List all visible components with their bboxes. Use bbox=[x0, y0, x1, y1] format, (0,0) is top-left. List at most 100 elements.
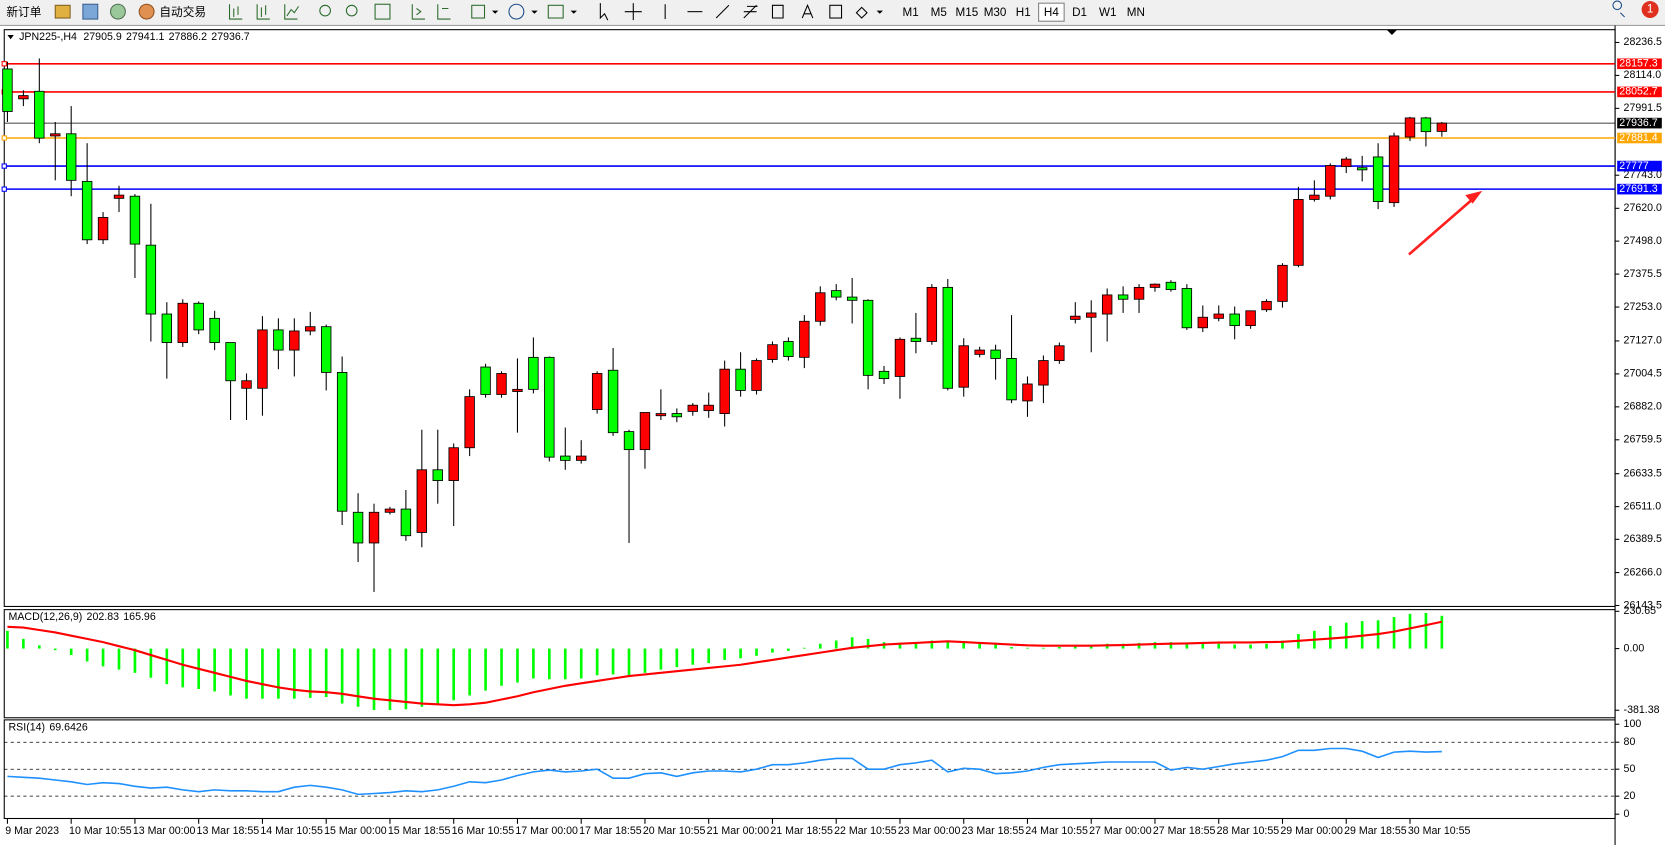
candle-body bbox=[336, 371, 348, 512]
text-icon[interactable] bbox=[801, 3, 814, 19]
x-tick-label: 21 Mar 18:55 bbox=[770, 825, 833, 837]
period-icon[interactable] bbox=[508, 3, 525, 20]
y-tick-label: 27253.0 bbox=[1624, 301, 1662, 313]
candle-body bbox=[1404, 117, 1416, 138]
indicators-icon[interactable] bbox=[471, 4, 486, 19]
candle-body bbox=[1197, 316, 1209, 329]
timeframe-button[interactable]: H1 bbox=[1016, 6, 1031, 19]
y-tick-label: 27991.5 bbox=[1624, 102, 1662, 114]
chart-layer: 28236.5 28114.0 27991.5 27743.0 27620.0 27498… bbox=[1, 36, 1662, 837]
rsi-line bbox=[7, 747, 1442, 796]
crosshair-icon[interactable] bbox=[624, 3, 642, 21]
auto-trade-button[interactable]: 自动交易 bbox=[159, 5, 206, 19]
shift-marker bbox=[1386, 29, 1398, 35]
x-tick-label: 9 Mar 2023 bbox=[5, 825, 59, 837]
x-tick-label: 29 Mar 18:55 bbox=[1344, 825, 1407, 837]
annotation-arrow bbox=[1408, 196, 1476, 256]
candle-body bbox=[177, 302, 188, 343]
y-tick-label: 26882.0 bbox=[1624, 401, 1662, 413]
trendline-icon[interactable] bbox=[715, 4, 730, 19]
candle-body bbox=[639, 412, 651, 451]
candle-body bbox=[1420, 117, 1432, 133]
timeframe-button[interactable]: H4 bbox=[1044, 6, 1059, 19]
shift-icon[interactable] bbox=[437, 4, 451, 20]
timeframe-button[interactable]: M30 bbox=[984, 6, 1007, 19]
candle-body bbox=[1309, 194, 1320, 200]
macd-signal-value: 165.96 bbox=[123, 611, 156, 623]
price-level-label-bg bbox=[1617, 183, 1662, 195]
header-triangle bbox=[7, 34, 14, 40]
candle-body bbox=[1293, 199, 1304, 266]
candle-body bbox=[18, 95, 29, 100]
y-tick-label: 50 bbox=[1624, 763, 1636, 775]
bar-chart-icon[interactable] bbox=[228, 4, 243, 20]
timeframe-button[interactable]: D1 bbox=[1072, 6, 1087, 19]
price-level-marker bbox=[1, 135, 7, 141]
candle-body bbox=[958, 345, 969, 388]
notification-badge[interactable] bbox=[1641, 1, 1659, 19]
candle-body bbox=[1341, 158, 1352, 168]
candle-body bbox=[926, 286, 938, 342]
timeframe-button[interactable]: M15 bbox=[956, 6, 979, 19]
x-tick-label: 27 Mar 18:55 bbox=[1153, 825, 1216, 837]
timeframe-button[interactable]: W1 bbox=[1099, 6, 1117, 19]
candle-body bbox=[1245, 310, 1256, 327]
search-icon[interactable] bbox=[1612, 0, 1625, 18]
zoom-in-icon[interactable] bbox=[319, 4, 331, 17]
icon[interactable] bbox=[54, 4, 71, 19]
line-icon[interactable] bbox=[284, 4, 300, 20]
candle-body bbox=[1149, 283, 1161, 288]
candle-body bbox=[767, 344, 778, 360]
candle-body bbox=[400, 508, 412, 537]
x-tick-label: 13 Mar 00:00 bbox=[133, 825, 196, 837]
x-tick-label: 22 Mar 10:55 bbox=[834, 825, 897, 837]
candle-body bbox=[273, 329, 284, 351]
scroll-icon[interactable] bbox=[411, 4, 426, 20]
timeframe-button[interactable]: M1 bbox=[902, 6, 918, 19]
x-tick-label: 24 Mar 10:55 bbox=[1025, 825, 1088, 837]
price-level-label-bg bbox=[1617, 86, 1662, 98]
candle-body bbox=[1070, 315, 1081, 320]
y-tick-label: 27743.0 bbox=[1624, 169, 1662, 181]
timeframes: M1 M5 M15 M30 H1 H4 D1 W1 MN bbox=[902, 2, 1145, 22]
x-tick-label: 10 Mar 10:55 bbox=[69, 825, 132, 837]
zoom-out-icon[interactable] bbox=[345, 4, 358, 17]
candle-body bbox=[1356, 167, 1368, 171]
candle-icon[interactable] bbox=[256, 4, 270, 20]
cursor-icon[interactable] bbox=[599, 3, 609, 21]
header-high: 27941.1 bbox=[126, 31, 164, 43]
price-level-marker bbox=[1, 163, 7, 169]
x-tick-label: 27 Mar 00:00 bbox=[1089, 825, 1152, 837]
candle-body bbox=[831, 290, 842, 298]
candle-body bbox=[1325, 165, 1336, 197]
y-tick-label: 27127.0 bbox=[1624, 335, 1662, 347]
price-level-label-bg bbox=[1617, 160, 1662, 172]
icon[interactable] bbox=[138, 3, 155, 20]
candle-body bbox=[687, 404, 698, 412]
price-level-label: 27881.4 bbox=[1619, 132, 1657, 144]
y-tick-label: 26511.0 bbox=[1624, 500, 1662, 512]
y-tick-label: 26633.5 bbox=[1624, 467, 1662, 479]
template-icon[interactable] bbox=[547, 4, 564, 19]
timeframe-button[interactable]: M5 bbox=[931, 6, 947, 19]
arrows-icon[interactable] bbox=[855, 6, 868, 19]
candle-body bbox=[1229, 313, 1240, 327]
price-level-label-bg bbox=[1617, 58, 1662, 70]
timeframe-button[interactable]: MN bbox=[1127, 6, 1145, 19]
candle-body bbox=[974, 349, 985, 355]
price-level-label: 27691.3 bbox=[1619, 183, 1657, 195]
y-tick-label: 230.65 bbox=[1624, 605, 1657, 617]
fibo-icon[interactable] bbox=[743, 4, 758, 19]
tile-icon[interactable] bbox=[374, 3, 391, 20]
channel-icon[interactable] bbox=[771, 4, 784, 19]
icon[interactable] bbox=[109, 3, 126, 20]
candle-body bbox=[496, 373, 507, 395]
price-level-label: 28157.3 bbox=[1619, 58, 1657, 70]
icon[interactable] bbox=[82, 3, 99, 20]
label-icon[interactable] bbox=[829, 4, 843, 19]
x-tick-label: 29 Mar 00:00 bbox=[1280, 825, 1343, 837]
candle-body bbox=[464, 396, 475, 449]
new-order-button[interactable]: 新订单 bbox=[6, 5, 41, 19]
candle-body bbox=[815, 292, 826, 322]
